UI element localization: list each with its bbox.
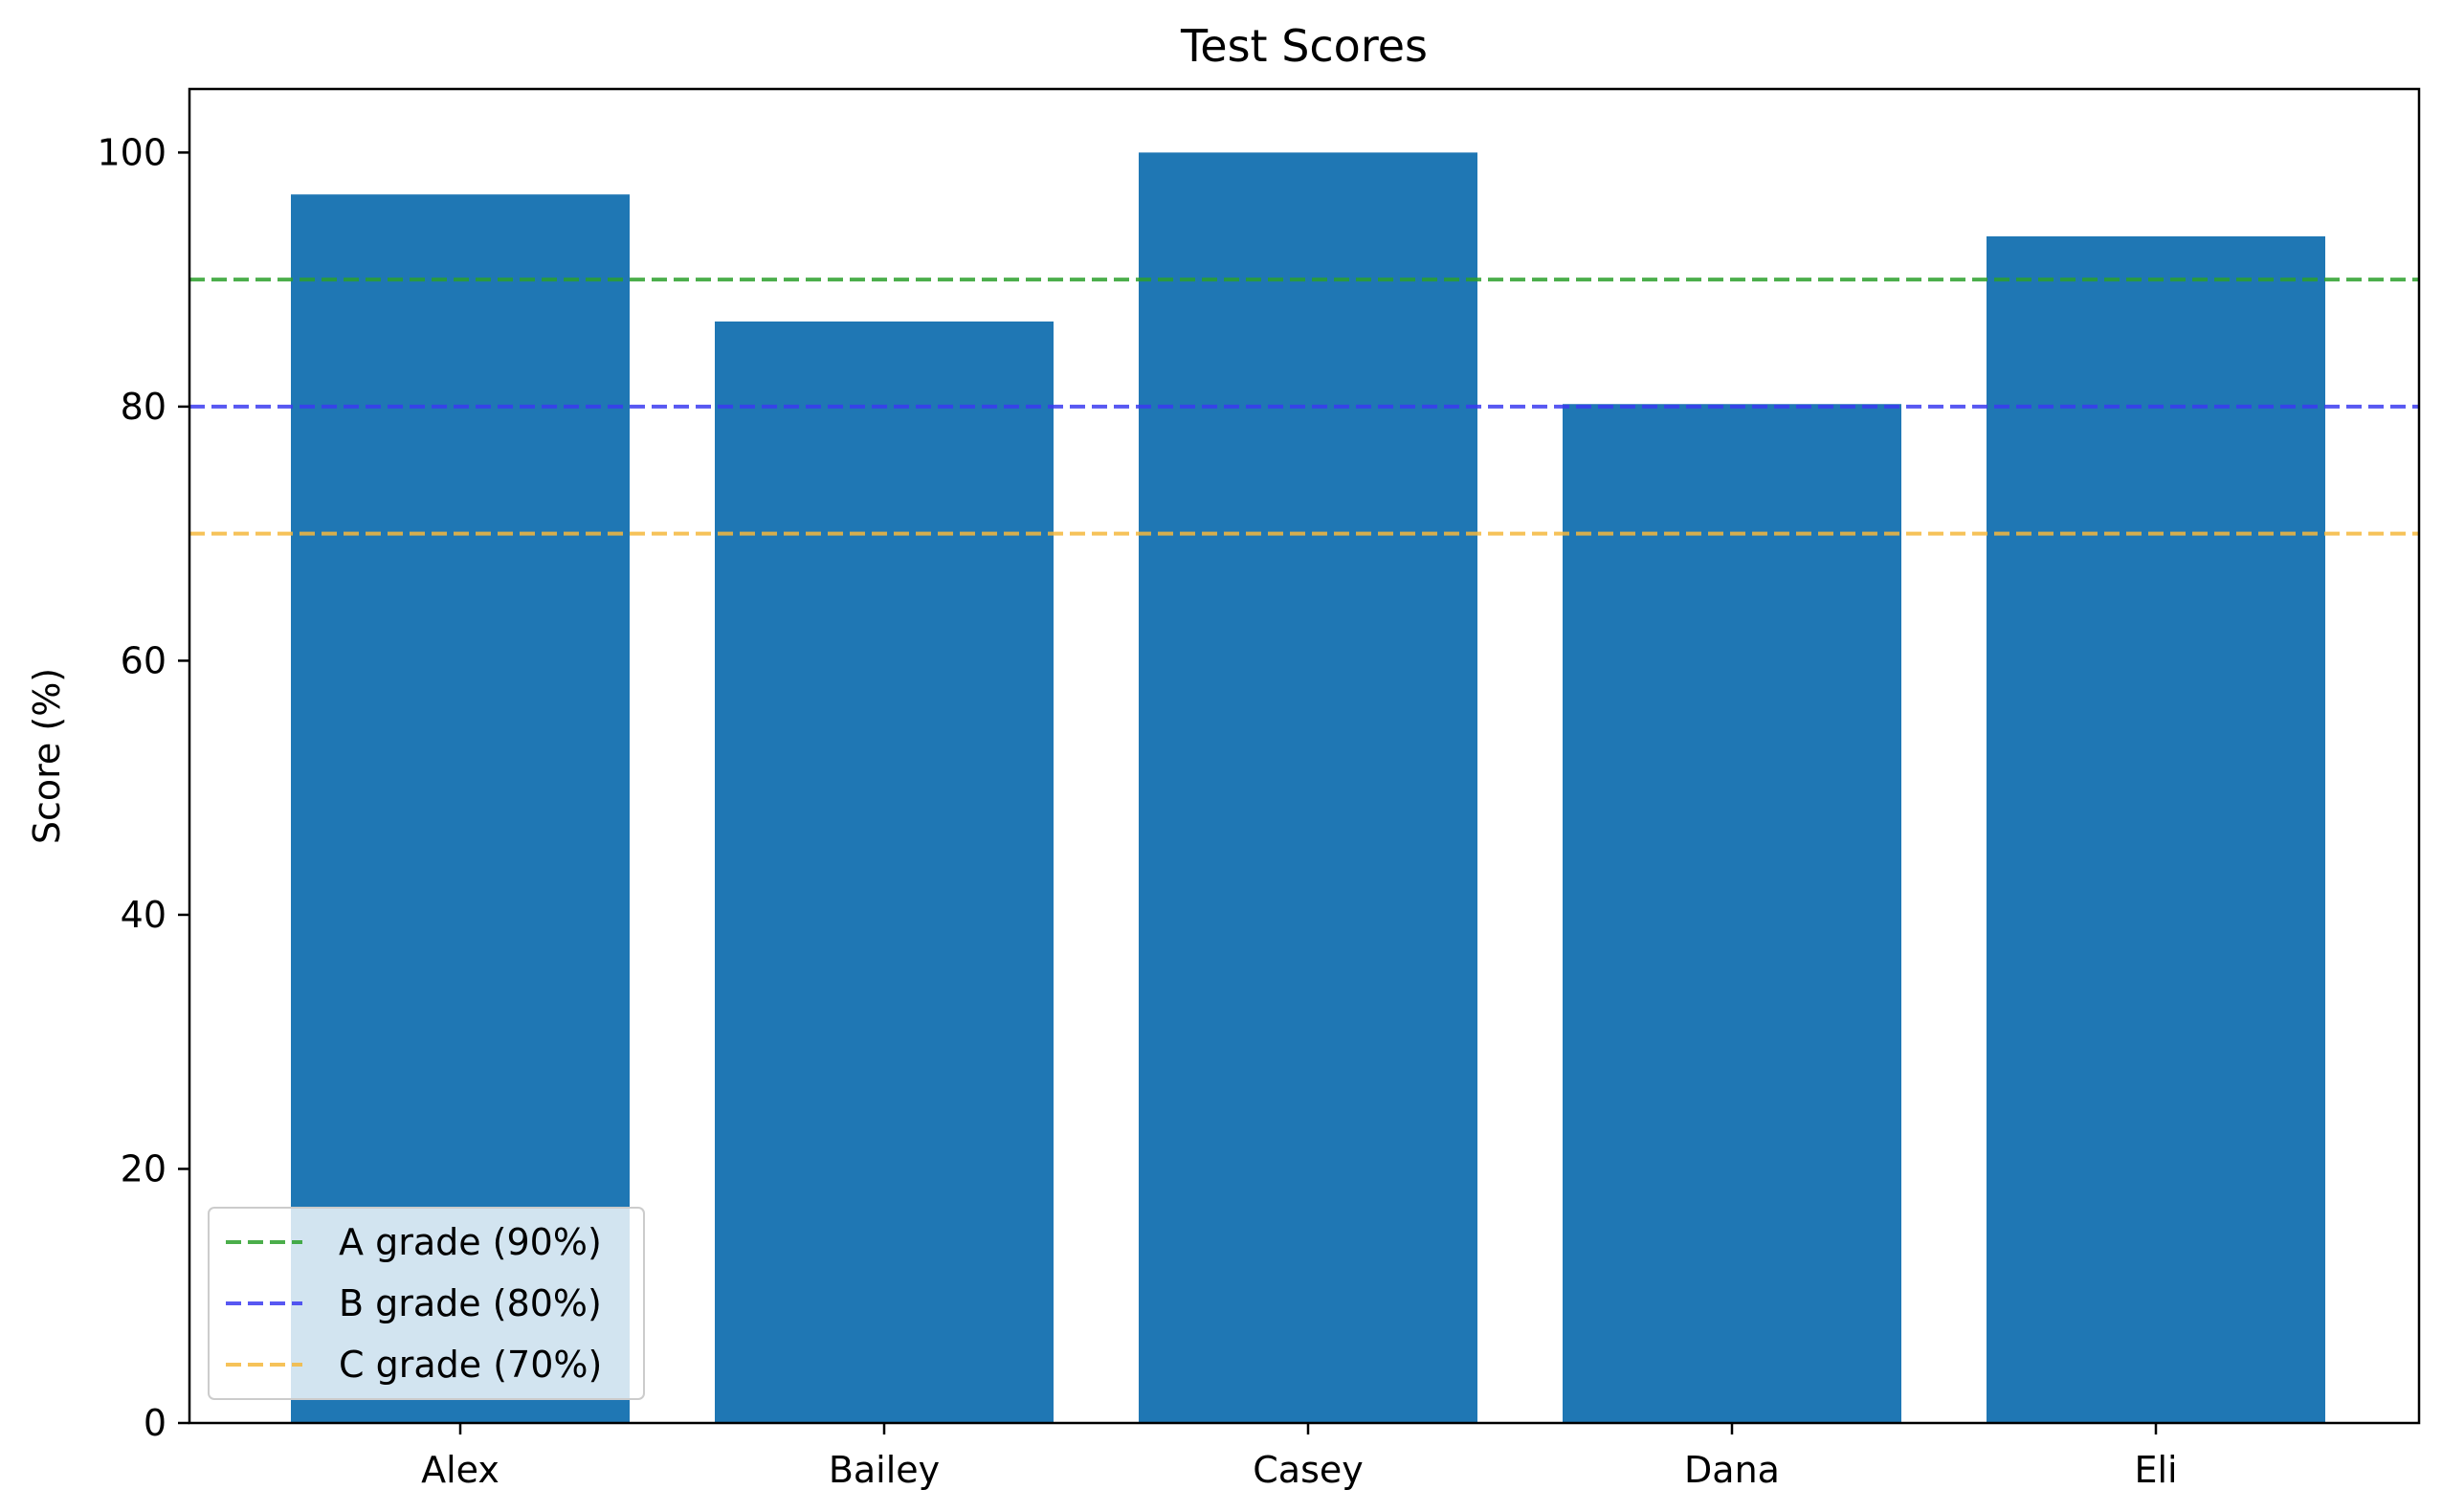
x-tick-label: Eli — [2134, 1449, 2177, 1491]
y-tick-label: 60 — [121, 639, 166, 681]
x-tick-label: Casey — [1253, 1449, 1363, 1491]
chart-title: Test Scores — [1180, 20, 1428, 72]
plot-frame — [188, 87, 2421, 1425]
bar-eli — [1987, 236, 2325, 1424]
ticks-layer: Alex Bailey Casey Dana Eli 0 20 40 60 80 100 — [97, 131, 2177, 1491]
x-tick-label: Bailey — [829, 1449, 940, 1491]
y-tick-label: 40 — [121, 894, 166, 936]
bars-layer — [291, 152, 2325, 1424]
legend-label: B grade (80%) — [339, 1282, 602, 1324]
y-axis-label: Score (%) — [26, 668, 68, 844]
reference-lines-layer — [189, 278, 2419, 536]
y-tick-label: 0 — [144, 1402, 166, 1444]
x-tick-label: Alex — [421, 1449, 500, 1491]
y-tick-label: 100 — [97, 131, 166, 173]
bar-dana — [1563, 404, 1901, 1423]
legend-box — [208, 1207, 645, 1400]
bar-bailey — [715, 321, 1054, 1423]
y-tick-label: 20 — [121, 1147, 166, 1190]
bar-casey — [1139, 152, 1477, 1423]
y-tick-label: 80 — [121, 386, 166, 428]
legend-label: C grade (70%) — [339, 1344, 602, 1386]
legend-label: A grade (90%) — [339, 1221, 602, 1263]
x-tick-label: Dana — [1684, 1449, 1780, 1491]
legend: A grade (90%) B grade (80%) C grade (70%) — [208, 1207, 645, 1400]
